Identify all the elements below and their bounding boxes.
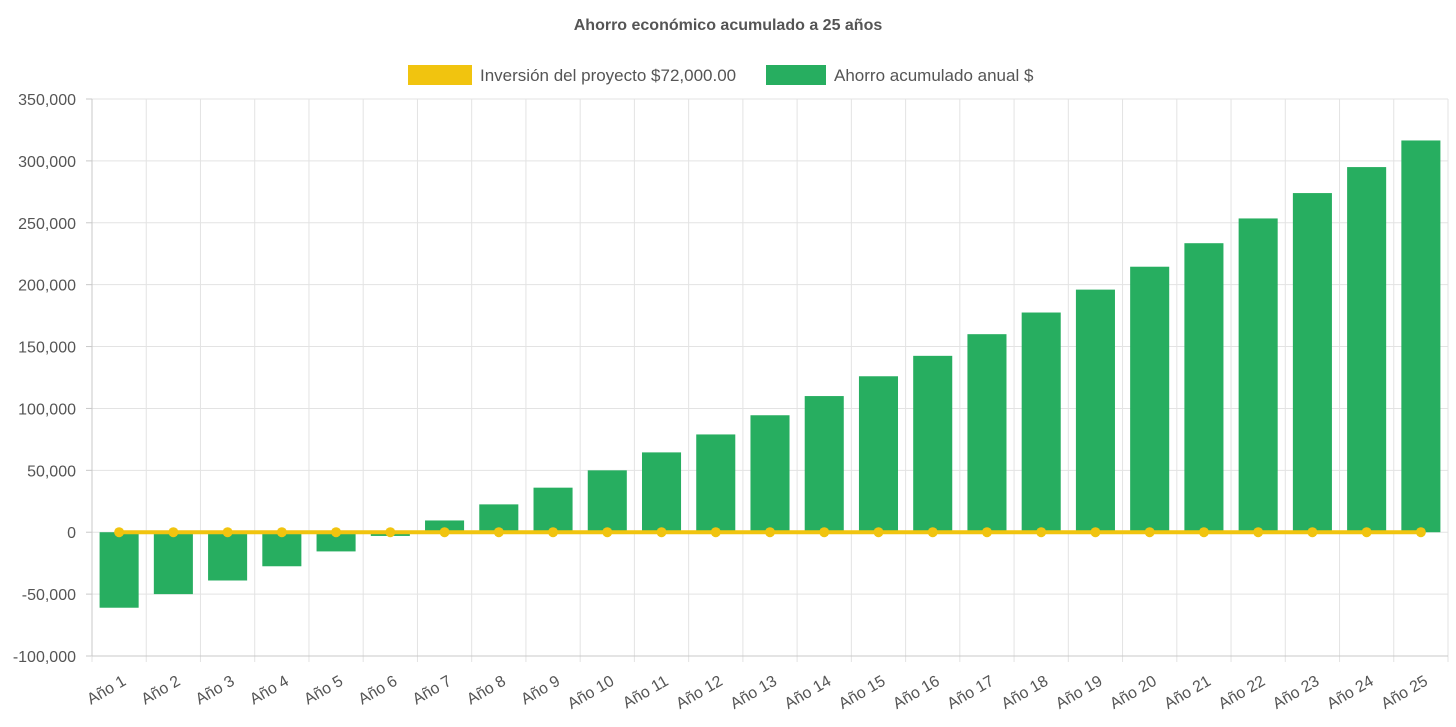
x-tick-label: Año 19 <box>1053 673 1106 713</box>
investment-point[interactable] <box>493 527 504 538</box>
x-tick-label: Año 5 <box>301 673 346 709</box>
savings-bar[interactable] <box>1292 193 1332 533</box>
x-tick-label: Año 24 <box>1324 673 1377 713</box>
y-tick-label: 200,000 <box>18 278 76 295</box>
y-axis-ticks: 350,000 300,000 250,000 200,000 150,000 100,0… <box>13 92 76 666</box>
savings-bar[interactable] <box>1347 167 1387 533</box>
savings-bar[interactable] <box>208 532 248 581</box>
x-tick-label: Año 2 <box>139 673 184 709</box>
legend-label-savings: Ahorro acumulado anual $ <box>834 66 1034 85</box>
investment-point[interactable] <box>1253 527 1264 538</box>
x-tick-label: Año 1 <box>84 673 129 709</box>
investment-point[interactable] <box>1307 527 1318 538</box>
chart-title: Ahorro económico acumulado a 25 años <box>574 17 883 34</box>
savings-bar[interactable] <box>1184 243 1224 533</box>
savings-bar[interactable] <box>1021 312 1061 533</box>
investment-point[interactable] <box>439 527 450 538</box>
investment-point[interactable] <box>1144 527 1155 538</box>
x-tick-label: Año 4 <box>247 673 292 709</box>
investment-point[interactable] <box>1415 527 1426 538</box>
y-tick-label: 100,000 <box>18 401 76 418</box>
investment-point[interactable] <box>114 527 125 538</box>
savings-bar[interactable] <box>153 532 193 595</box>
savings-bar[interactable] <box>641 452 682 533</box>
x-tick-label: Año 9 <box>518 673 563 709</box>
x-tick-label: Año 15 <box>836 673 889 713</box>
x-tick-label: Año 25 <box>1378 673 1431 713</box>
investment-point[interactable] <box>1036 527 1047 538</box>
savings-bar[interactable] <box>804 396 844 533</box>
investment-point[interactable] <box>981 527 992 538</box>
x-axis-ticks: Año 1 Año 2 Año 3 Año 4 Año 5 Año 6 Año 7 Año 8… <box>84 673 1431 713</box>
y-tick-label: 150,000 <box>18 340 76 357</box>
investment-point[interactable] <box>222 527 233 538</box>
y-tick-label: 300,000 <box>18 154 76 171</box>
x-tick-label: Año 10 <box>565 673 618 713</box>
x-tick-label: Año 18 <box>999 673 1052 713</box>
x-tick-label: Año 7 <box>410 673 455 709</box>
x-tick-label: Año 23 <box>1270 673 1323 713</box>
legend-swatch-investment <box>408 65 472 85</box>
investment-point[interactable] <box>710 527 721 538</box>
savings-bar[interactable] <box>858 376 899 533</box>
y-tick-label: 350,000 <box>18 92 76 109</box>
savings-bar[interactable] <box>1130 266 1170 533</box>
investment-point[interactable] <box>548 527 559 538</box>
x-tick-label: Año 6 <box>356 673 401 709</box>
x-tick-label: Año 13 <box>728 673 781 713</box>
investment-line <box>114 527 1426 538</box>
investment-point[interactable] <box>331 527 342 538</box>
x-tick-label: Año 14 <box>782 673 835 713</box>
legend-swatch-savings <box>766 65 826 85</box>
investment-point[interactable] <box>1361 527 1372 538</box>
savings-bar[interactable] <box>750 415 790 533</box>
x-tick-label: Año 16 <box>890 673 943 713</box>
x-tick-label: Año 12 <box>673 673 726 713</box>
investment-point[interactable] <box>1198 527 1209 538</box>
legend-label-investment: Inversión del proyecto $72,000.00 <box>480 66 736 85</box>
x-tick-label: Año 17 <box>945 673 998 713</box>
x-tick-label: Año 21 <box>1161 673 1214 713</box>
x-tick-label: Año 22 <box>1216 673 1269 713</box>
savings-bar[interactable] <box>1238 218 1278 533</box>
investment-point[interactable] <box>765 527 775 538</box>
savings-bar[interactable] <box>1075 289 1115 533</box>
investment-point[interactable] <box>276 527 287 538</box>
y-tick-label: 250,000 <box>18 216 76 233</box>
x-tick-label: Año 20 <box>1107 673 1160 713</box>
savings-bar[interactable] <box>967 334 1007 533</box>
y-tick-label: -50,000 <box>22 587 76 604</box>
y-tick-label: 50,000 <box>27 463 76 480</box>
x-tick-label: Año 8 <box>464 673 509 709</box>
savings-bar[interactable] <box>1401 140 1441 533</box>
investment-point[interactable] <box>819 527 830 538</box>
y-tick-label: 0 <box>67 525 76 542</box>
investment-point[interactable] <box>927 527 938 538</box>
x-tick-label: Año 11 <box>620 673 671 713</box>
savings-bar[interactable] <box>262 532 302 567</box>
savings-bar[interactable] <box>99 532 139 608</box>
savings-bar[interactable] <box>316 532 356 552</box>
savings-bar[interactable] <box>425 520 465 533</box>
bars <box>99 140 1441 608</box>
legend-item-investment[interactable]: Inversión del proyecto $72,000.00 <box>408 65 736 85</box>
investment-point[interactable] <box>602 527 613 538</box>
investment-point[interactable] <box>656 527 667 538</box>
investment-point[interactable] <box>873 527 884 538</box>
x-tick-label: Año 3 <box>193 673 238 709</box>
savings-bar[interactable] <box>696 434 736 533</box>
savings-bar[interactable] <box>913 355 953 533</box>
investment-point[interactable] <box>385 527 396 538</box>
legend: Inversión del proyecto $72,000.00 Ahorro… <box>408 65 1034 85</box>
investment-point[interactable] <box>1090 527 1101 538</box>
investment-point[interactable] <box>168 527 179 538</box>
savings-bar[interactable] <box>587 470 627 533</box>
legend-item-savings[interactable]: Ahorro acumulado anual $ <box>766 65 1034 85</box>
y-tick-label: -100,000 <box>13 649 76 666</box>
savings-bar[interactable] <box>533 487 573 533</box>
